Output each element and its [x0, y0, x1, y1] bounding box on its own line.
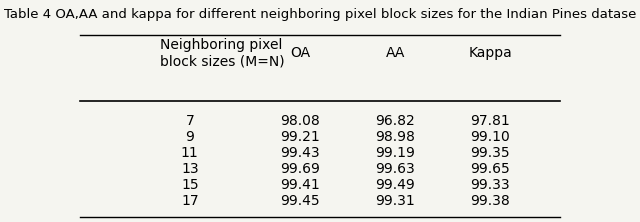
- Text: 99.49: 99.49: [375, 178, 415, 192]
- Text: 99.69: 99.69: [280, 162, 320, 176]
- Text: 9: 9: [186, 130, 194, 144]
- Text: 99.10: 99.10: [470, 130, 510, 144]
- Text: 99.45: 99.45: [280, 194, 320, 208]
- Text: 99.31: 99.31: [375, 194, 415, 208]
- Text: 99.21: 99.21: [280, 130, 320, 144]
- Text: 99.33: 99.33: [470, 178, 510, 192]
- Text: 17: 17: [181, 194, 198, 208]
- Text: 99.19: 99.19: [375, 146, 415, 160]
- Text: 99.65: 99.65: [470, 162, 510, 176]
- Text: 98.98: 98.98: [375, 130, 415, 144]
- Text: 13: 13: [181, 162, 198, 176]
- Text: 97.81: 97.81: [470, 114, 510, 128]
- Text: Neighboring pixel
block sizes (M=N): Neighboring pixel block sizes (M=N): [160, 38, 284, 68]
- Text: 99.35: 99.35: [470, 146, 510, 160]
- Text: OA: OA: [290, 46, 310, 60]
- Text: 99.41: 99.41: [280, 178, 320, 192]
- Text: 98.08: 98.08: [280, 114, 320, 128]
- Text: AA: AA: [385, 46, 405, 60]
- Text: 99.38: 99.38: [470, 194, 510, 208]
- Text: 7: 7: [186, 114, 194, 128]
- Text: Table 4 OA,AA and kappa for different neighboring pixel block sizes for the Indi: Table 4 OA,AA and kappa for different ne…: [4, 8, 636, 21]
- Text: 96.82: 96.82: [375, 114, 415, 128]
- Text: 99.63: 99.63: [375, 162, 415, 176]
- Text: 11: 11: [181, 146, 198, 160]
- Text: 99.43: 99.43: [280, 146, 320, 160]
- Text: 15: 15: [181, 178, 198, 192]
- Text: Kappa: Kappa: [468, 46, 512, 60]
